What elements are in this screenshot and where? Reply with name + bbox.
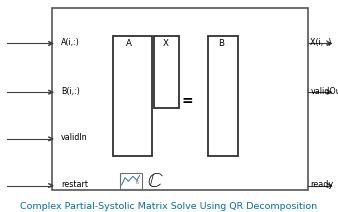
Text: $\mathsf{f}_{\mathsf{i}}$: $\mathsf{f}_{\mathsf{i}}$ — [135, 178, 140, 187]
Bar — [120, 173, 142, 189]
Bar — [113, 36, 152, 156]
Text: A(i,:): A(i,:) — [61, 38, 80, 47]
Text: Complex Partial-Systolic Matrix Solve Using QR Decomposition: Complex Partial-Systolic Matrix Solve Us… — [20, 202, 318, 211]
Text: ready: ready — [310, 180, 333, 189]
Text: B(i,:): B(i,:) — [61, 87, 80, 96]
Bar — [208, 36, 238, 156]
Text: restart: restart — [61, 180, 88, 189]
Text: X(i, :): X(i, :) — [310, 38, 332, 47]
Bar — [154, 36, 179, 108]
Text: A: A — [125, 39, 131, 48]
Text: $\mathbb{C}$: $\mathbb{C}$ — [147, 171, 164, 191]
Text: validIn: validIn — [61, 133, 88, 142]
Text: =: = — [181, 94, 193, 108]
Bar — [52, 8, 308, 190]
Text: validOut: validOut — [310, 87, 338, 96]
Text: X: X — [163, 39, 169, 48]
Text: B: B — [218, 39, 224, 48]
